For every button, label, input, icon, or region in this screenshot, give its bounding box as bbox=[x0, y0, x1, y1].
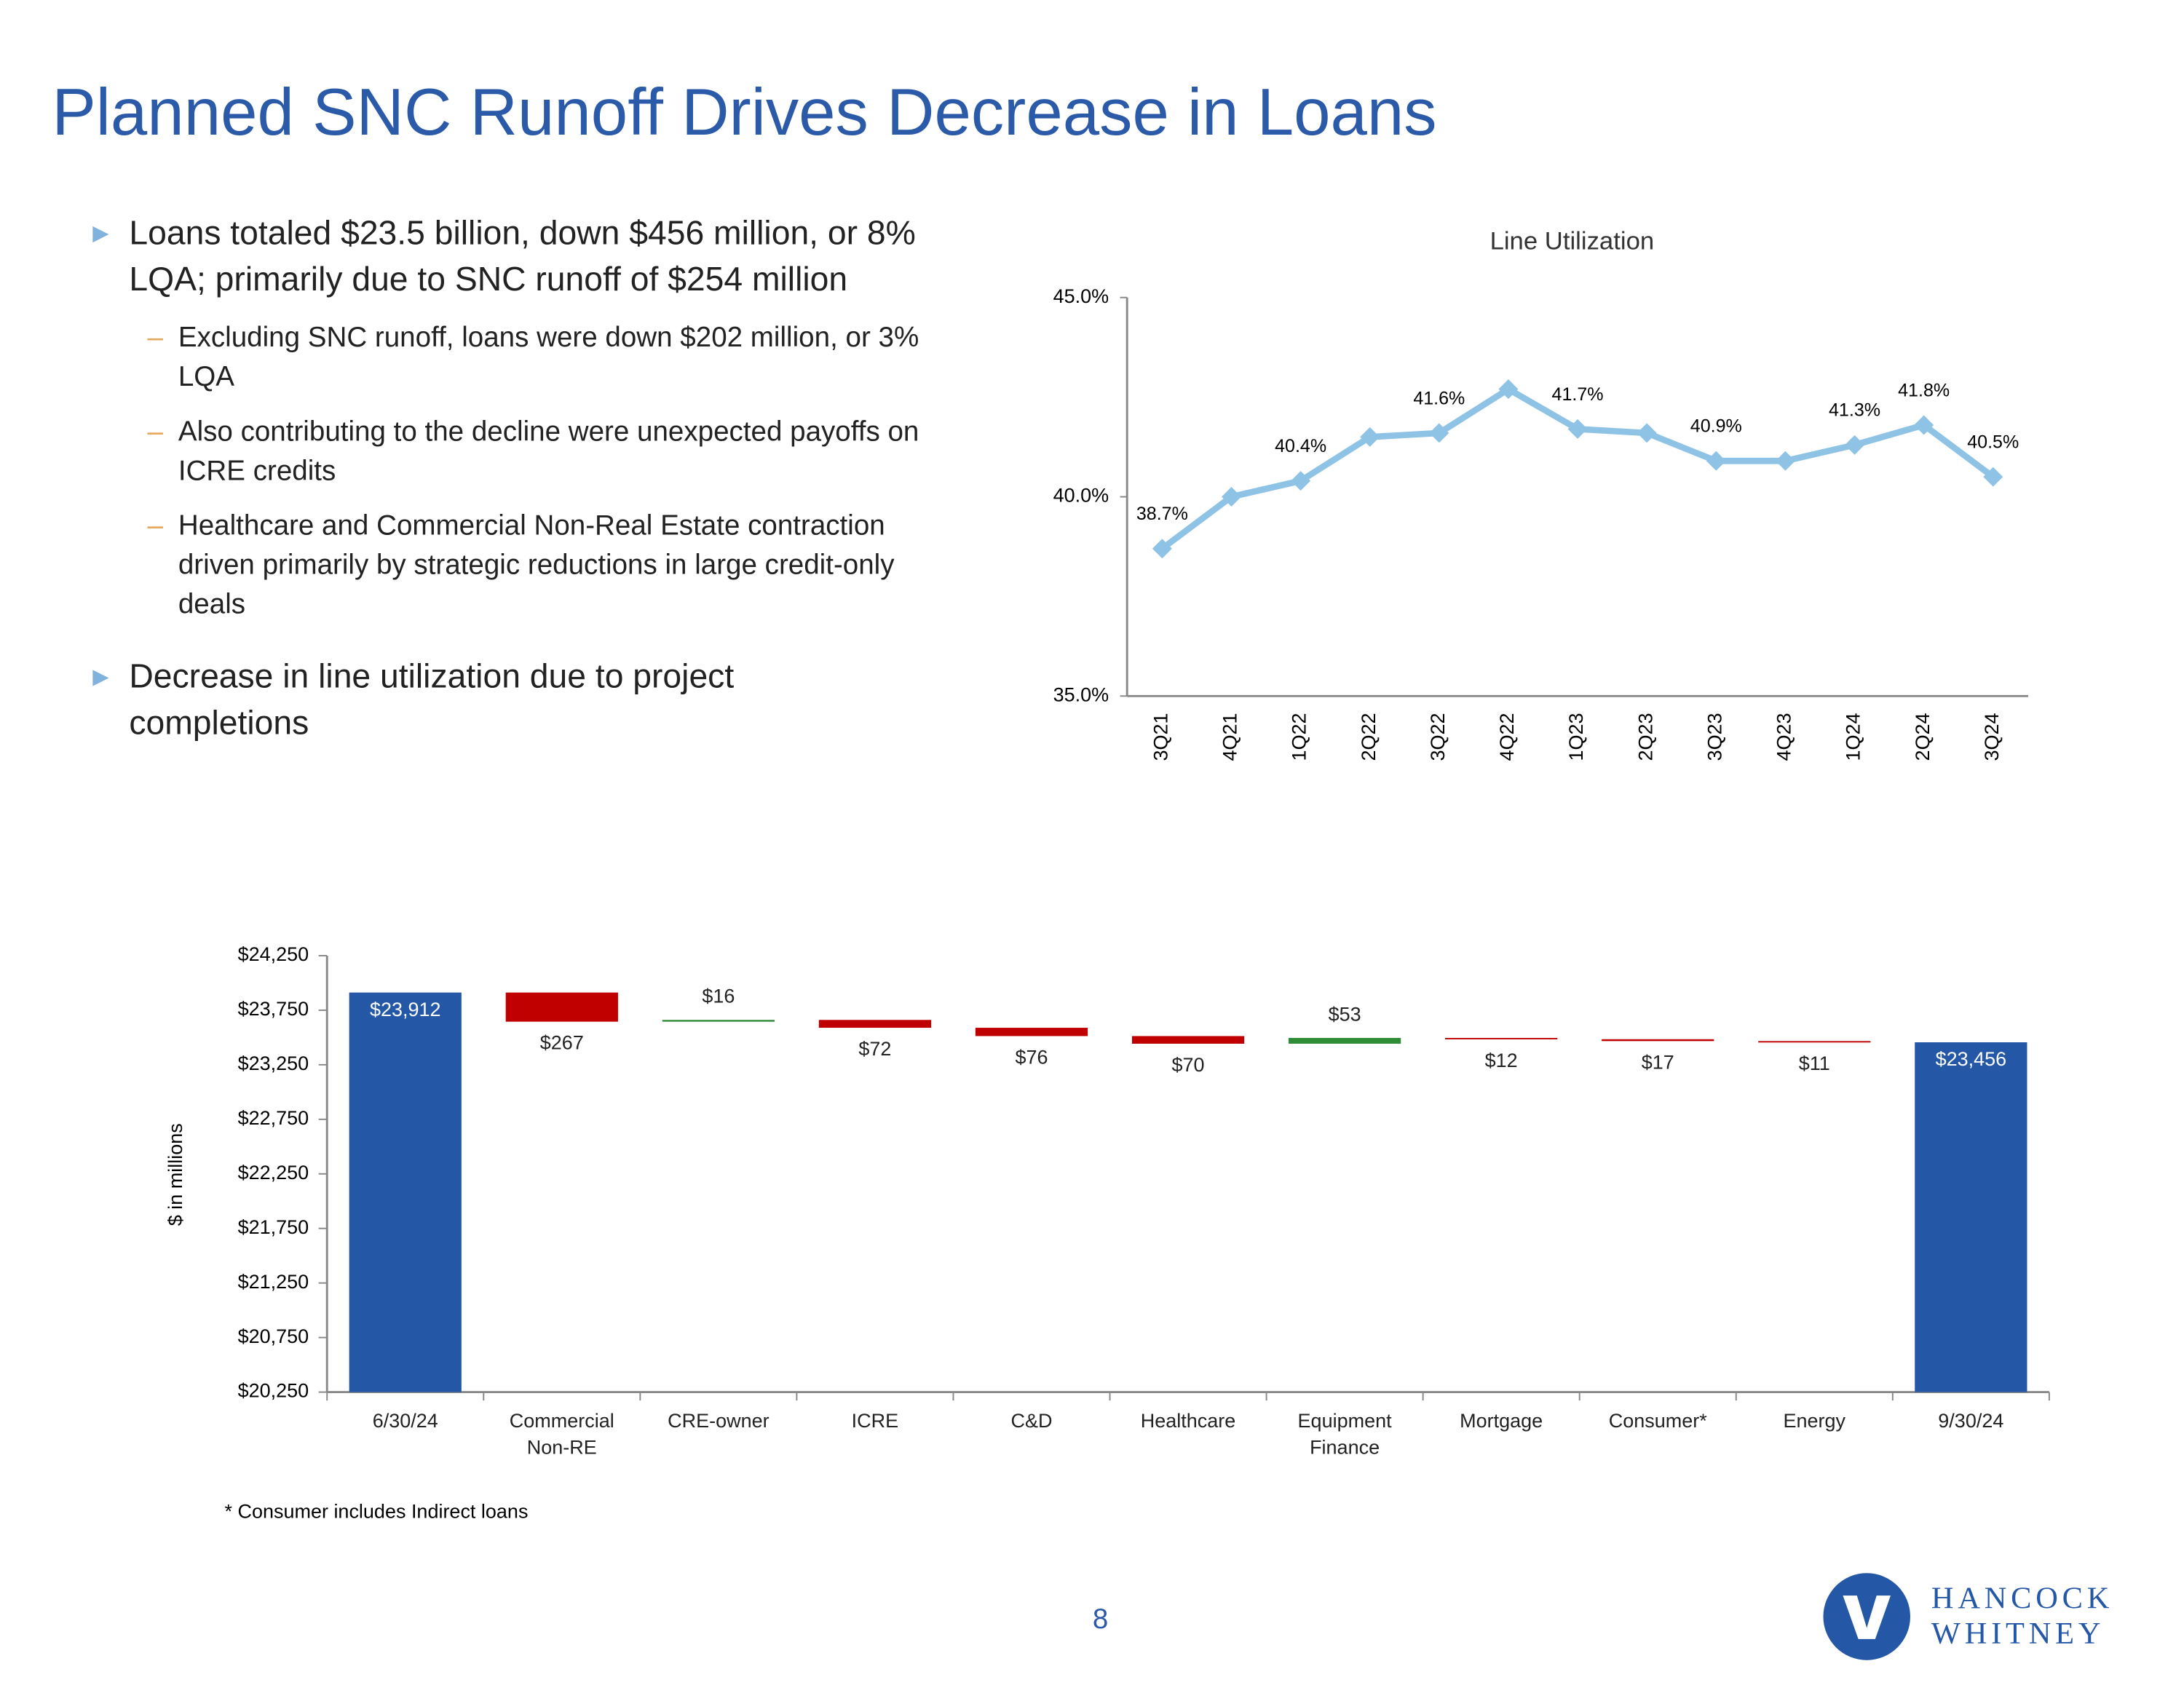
x-tick-label: 2Q24 bbox=[1912, 713, 1934, 761]
logo-text: WHITNEY bbox=[1931, 1617, 2105, 1651]
value-label: $11 bbox=[1799, 1052, 1830, 1074]
x-tick-label: 2Q22 bbox=[1358, 713, 1380, 761]
y-tick-label: $22,750 bbox=[238, 1107, 309, 1129]
y-tick-label: 35.0% bbox=[1053, 683, 1109, 705]
x-tick-label: 2Q23 bbox=[1634, 713, 1656, 761]
y-tick-label: $23,750 bbox=[238, 998, 309, 1020]
sub-bullet: Healthcare and Commercial Non-Real Estat… bbox=[147, 507, 965, 625]
value-label: 41.8% bbox=[1898, 380, 1950, 400]
value-label: $70 bbox=[1172, 1054, 1205, 1076]
x-tick-label: 3Q24 bbox=[1981, 713, 2003, 761]
bar bbox=[662, 1020, 775, 1022]
footnote: * Consumer includes Indirect loans bbox=[224, 1501, 528, 1523]
chart-title: Line Utilization bbox=[1490, 228, 1655, 255]
x-tick-label: 4Q21 bbox=[1219, 713, 1241, 761]
value-label: $17 bbox=[1642, 1051, 1674, 1073]
bar bbox=[349, 992, 462, 1392]
y-tick-label: $20,750 bbox=[238, 1325, 309, 1347]
y-tick-label: $24,250 bbox=[238, 943, 309, 965]
x-tick-label: Healthcare bbox=[1140, 1408, 1236, 1432]
bar bbox=[1131, 1036, 1245, 1044]
x-tick-label: C&D bbox=[1010, 1408, 1053, 1432]
value-label: 41.3% bbox=[1829, 400, 1880, 421]
x-tick-label: 1Q23 bbox=[1565, 713, 1587, 761]
value-label: 38.7% bbox=[1136, 504, 1188, 524]
page-number: 8 bbox=[1093, 1603, 1108, 1635]
bar bbox=[1445, 1037, 1558, 1039]
point bbox=[1152, 539, 1172, 559]
bar bbox=[1758, 1041, 1871, 1043]
x-tick-label: 6/30/24 bbox=[372, 1408, 438, 1432]
bar bbox=[1602, 1039, 1714, 1042]
value-label: $16 bbox=[702, 986, 735, 1007]
value-label: 41.7% bbox=[1552, 384, 1604, 405]
bar bbox=[505, 992, 618, 1022]
y-tick-label: $21,750 bbox=[238, 1216, 309, 1238]
y-axis-label: $ in millions bbox=[165, 1123, 186, 1226]
y-tick-label: 45.0% bbox=[1053, 285, 1109, 307]
x-tick-label: Consumer* bbox=[1608, 1408, 1707, 1432]
x-tick-label: Energy bbox=[1783, 1408, 1846, 1432]
x-tick-label: 1Q22 bbox=[1289, 713, 1310, 761]
value-label: $72 bbox=[858, 1038, 891, 1060]
slide-title: Planned SNC Runoff Drives Decrease in Lo… bbox=[52, 74, 1437, 149]
bullet: Loans totaled $23.5 billion, down $456 m… bbox=[92, 210, 971, 303]
sub-bullet: Also contributing to the decline were un… bbox=[147, 413, 978, 491]
value-label: 41.6% bbox=[1413, 388, 1465, 408]
value-label: $12 bbox=[1485, 1050, 1518, 1071]
y-tick-label: 40.0% bbox=[1053, 485, 1109, 507]
x-tick-label: CRE-owner bbox=[668, 1408, 769, 1432]
y-tick-label: $23,250 bbox=[238, 1052, 309, 1074]
point bbox=[1498, 379, 1519, 400]
bar bbox=[975, 1028, 1088, 1036]
bar bbox=[1288, 1037, 1401, 1044]
x-tick-label: Commercial Non-RE bbox=[509, 1408, 614, 1459]
logo-glyph bbox=[1843, 1595, 1891, 1639]
value-label: $23,912 bbox=[370, 999, 441, 1020]
value-label: $23,456 bbox=[1936, 1048, 2007, 1070]
x-tick-label: 4Q23 bbox=[1773, 713, 1795, 761]
value-label: 40.9% bbox=[1690, 416, 1742, 437]
value-label: $76 bbox=[1015, 1046, 1048, 1068]
value-label: 40.5% bbox=[1967, 432, 2019, 452]
x-tick-label: 3Q23 bbox=[1704, 713, 1725, 761]
y-tick-label: $20,250 bbox=[238, 1380, 309, 1402]
value-label: $267 bbox=[540, 1032, 584, 1054]
x-tick-label: 3Q22 bbox=[1427, 713, 1449, 761]
y-tick-label: $22,250 bbox=[238, 1162, 309, 1184]
logo-text: HANCOCK bbox=[1931, 1582, 2113, 1616]
x-tick-label: ICRE bbox=[851, 1408, 899, 1432]
bullet: Decrease in line utilization due to proj… bbox=[92, 654, 831, 746]
x-tick-label: Equipment Finance bbox=[1297, 1408, 1392, 1459]
bar bbox=[1915, 1042, 2027, 1392]
x-tick-label: 3Q21 bbox=[1150, 713, 1172, 761]
bar bbox=[818, 1020, 932, 1028]
value-label: $53 bbox=[1329, 1003, 1361, 1025]
logo-mark bbox=[1823, 1573, 1911, 1660]
value-label: 40.4% bbox=[1275, 436, 1326, 456]
x-tick-label: 9/30/24 bbox=[1938, 1408, 2004, 1432]
y-tick-label: $21,250 bbox=[238, 1271, 309, 1293]
x-tick-label: 1Q24 bbox=[1843, 713, 1864, 761]
sub-bullet: Excluding SNC runoff, loans were down $2… bbox=[147, 319, 965, 397]
point bbox=[1567, 419, 1588, 439]
x-tick-label: Mortgage bbox=[1460, 1408, 1543, 1432]
x-tick-label: 4Q22 bbox=[1496, 713, 1518, 761]
